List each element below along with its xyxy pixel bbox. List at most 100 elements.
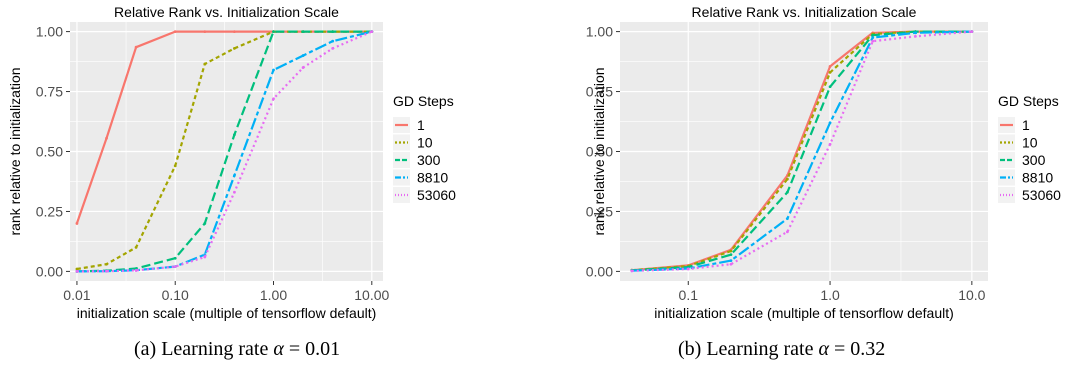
data-point-300 [272,30,275,33]
legend-label-10: 10 [417,135,433,151]
data-point-8810 [301,54,305,57]
data-point-300 [203,222,207,225]
data-point-1 [75,222,79,225]
data-point-1 [134,45,138,49]
x-tick-label: 1.00 [260,287,287,303]
x-axis-title: initialization scale (multiple of tensor… [654,305,954,321]
data-point-10 [785,177,789,181]
legend-label-8810: 8810 [417,170,448,186]
y-tick-label: 0.50 [36,144,63,160]
legend-key-bg [393,152,410,168]
data-point-53060 [630,269,634,273]
x-tick-label: 0.01 [63,287,90,303]
y-tick-label: 1.00 [586,24,613,40]
y-tick-label: 0.75 [36,84,63,100]
data-point-53060 [272,97,275,101]
legend-title: GD Steps [998,93,1059,109]
x-tick-label: 1.0 [820,287,840,303]
data-point-1 [203,30,207,33]
data-point-53060 [871,39,875,43]
data-point-53060 [105,269,108,273]
data-point-1 [828,64,832,68]
y-axis-title: rank relative to initialization [7,67,23,235]
data-point-53060 [134,269,138,272]
data-point-8810 [272,68,275,72]
series-line-8810 [76,30,373,273]
legend-key-bg [998,134,1015,151]
data-point-53060 [828,142,832,146]
caption-b: (b) Learning rate α = 0.32 [678,338,886,360]
y-tick-label: 0.25 [36,203,63,219]
y-tick-label: 0.00 [586,263,613,279]
data-point-8810 [871,36,875,39]
series-line-300 [631,30,972,272]
data-point-8810 [914,31,917,35]
chart-learning-rate-0-01: Relative Rank vs. Initialization Scale 0.… [7,4,456,321]
legend-key-bg [393,169,410,186]
data-point-300 [301,30,305,33]
data-point-300 [785,190,789,194]
legend-label-53060: 53060 [417,187,456,203]
data-point-10 [233,46,236,50]
legend-key-bg [998,152,1015,168]
data-point-53060 [370,30,374,33]
legend-title: GD Steps [393,93,454,109]
data-point-10 [173,164,177,168]
series-line-53060 [76,30,373,273]
caption-a: (a) Learning rate α = 0.01 [134,338,341,360]
data-point-53060 [686,267,690,271]
series-line-10 [631,30,972,272]
data-point-10 [203,62,207,66]
data-point-8810 [729,259,733,263]
data-point-53060 [331,46,335,50]
data-point-53060 [233,190,236,194]
data-point-300 [828,85,832,89]
data-point-53060 [203,255,207,259]
y-tick-label: 0.25 [586,203,613,219]
data-point-53060 [75,270,79,273]
x-tick-label: 0.10 [162,287,189,303]
data-point-53060 [301,66,305,69]
y-tick-label: 1.00 [36,24,63,40]
data-point-10 [828,70,832,74]
x-axis-title: initialization scale (multiple of tensor… [77,305,377,321]
data-point-8810 [828,121,832,125]
legend-label-300: 300 [1022,152,1046,168]
data-point-53060 [914,34,917,38]
data-point-8810 [785,217,789,221]
data-point-10 [134,246,138,249]
data-point-10 [729,249,733,253]
data-point-10 [105,262,108,266]
data-point-10 [75,267,79,271]
x-tick-label: 10.0 [958,287,985,303]
data-point-300 [173,256,177,260]
x-tick-label: 0.1 [679,287,699,303]
data-point-8810 [233,174,236,177]
y-tick-label: 0.50 [586,144,613,160]
data-point-53060 [785,230,789,234]
y-tick-label: 0.75 [586,84,613,100]
data-point-1 [105,136,108,140]
legend-label-10: 10 [1022,135,1038,151]
legend-label-53060: 53060 [1022,187,1061,203]
chart-learning-rate-0-32: Relative Rank vs. Initialization Scale 0.… [586,4,1061,321]
legend-label-300: 300 [417,152,441,168]
legend-key-bg [393,134,410,151]
data-point-1 [173,30,177,33]
data-point-53060 [729,262,733,266]
data-point-300 [233,133,236,137]
legend-key-bg [998,169,1015,186]
x-tick-label: 10.00 [354,287,389,303]
y-axis-title: rank relative to initialization [591,67,607,235]
legend-label-8810: 8810 [1022,170,1053,186]
data-point-300 [871,33,875,37]
legend-label-1: 1 [417,117,425,133]
data-point-53060 [173,265,177,269]
series-line-8810 [631,30,972,272]
data-point-8810 [331,39,335,43]
y-tick-label: 0.00 [36,263,63,279]
legend-label-1: 1 [1022,117,1030,133]
data-point-1 [233,30,236,33]
chart-title: Relative Rank vs. Initialization Scale [692,4,917,20]
data-point-300 [729,253,733,257]
